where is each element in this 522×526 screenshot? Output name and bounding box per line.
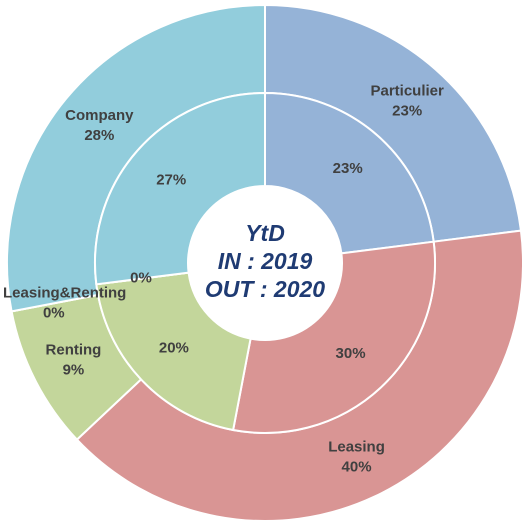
value-label: 23% — [333, 160, 363, 177]
category-label: Renting — [46, 342, 102, 359]
value-label: 0% — [130, 270, 152, 287]
category-label: Particulier — [370, 83, 444, 100]
slice — [95, 271, 252, 432]
value-label: 27% — [156, 171, 186, 188]
slice — [94, 91, 266, 286]
category-label: Leasing&Renting — [3, 284, 126, 301]
center-label: IN : 2019 — [218, 248, 313, 274]
value-label: 20% — [159, 340, 189, 357]
value-label: 30% — [336, 345, 366, 362]
category-label: Leasing — [328, 439, 385, 456]
value-label: 0% — [43, 304, 65, 321]
slice — [264, 91, 435, 255]
value-label: 40% — [342, 459, 372, 476]
category-label: Company — [65, 107, 134, 124]
center-label: YtD — [245, 220, 285, 246]
value-label: 28% — [84, 127, 114, 144]
value-label: 23% — [392, 103, 422, 120]
value-label: 9% — [63, 362, 85, 379]
slice — [231, 240, 436, 434]
center-label: OUT : 2020 — [205, 276, 325, 302]
